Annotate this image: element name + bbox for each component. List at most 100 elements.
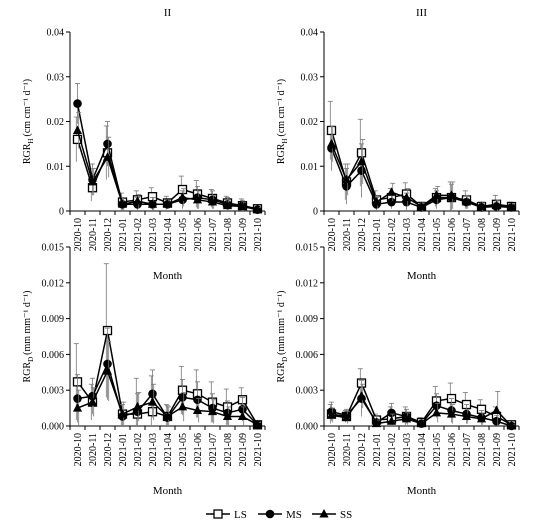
x-tick-label: 2021-09 [238, 433, 249, 466]
series-ss [326, 383, 517, 430]
data-point-ss [446, 409, 457, 418]
series-ms [73, 83, 262, 214]
y-tick-label: 0.000 [42, 422, 65, 433]
x-tick-label: 2021-09 [492, 433, 503, 466]
x-tick-label: 2021-08 [477, 433, 488, 466]
data-point-ms [193, 395, 202, 405]
chart-panel-1: 0 0.01 0.02 0.03 0.04 2020-10 2020-11 2020-12 20… [22, 7, 266, 282]
data-point-ss [117, 409, 128, 418]
data-point-ss [87, 176, 98, 186]
data-point-ss [431, 190, 442, 199]
legend-marker-ls [213, 509, 223, 519]
data-point-ss [431, 407, 442, 417]
data-point-ss [147, 199, 158, 208]
x-tick-label: 2021-08 [477, 218, 488, 251]
x-tick-label: 2021-09 [238, 218, 249, 251]
y-tick-label: 0.003 [42, 386, 65, 397]
x-tick-label: 2021-06 [193, 218, 204, 251]
data-point-ms [103, 139, 112, 149]
x-tick-label: 2021-04 [163, 218, 174, 251]
y-tick-label: 0.03 [47, 72, 65, 83]
data-point-ss [192, 194, 203, 204]
data-point-ms [492, 416, 501, 426]
data-point-ss [386, 416, 397, 425]
x-tick-label: 2021-10 [253, 218, 264, 251]
x-tick-label: 2021-03 [148, 433, 159, 466]
data-point-ss [72, 125, 83, 134]
series-ls [326, 100, 517, 212]
x-tick-label: 2020-11 [342, 433, 353, 466]
data-point-ss [237, 201, 248, 211]
x-tick-label: 2021-04 [417, 433, 428, 466]
data-point-ss [326, 410, 337, 419]
chart-panel-3: 0.000 0.003 0.006 0.009 0.012 0.015 2020-10 202… [22, 243, 266, 497]
data-point-ss [252, 204, 263, 214]
data-point-ss [192, 405, 203, 414]
data-point-ss [162, 199, 173, 208]
data-point-ss [401, 413, 412, 423]
data-point-ss [147, 397, 158, 406]
data-point-ss [207, 406, 218, 416]
data-point-ss [416, 418, 427, 428]
x-tick-label: 2021-10 [507, 218, 518, 251]
legend-label-ss: SS [340, 509, 352, 521]
x-tick-label: 2021-02 [133, 433, 144, 466]
x-axis-label: Month [407, 270, 437, 282]
data-point-ss [476, 413, 487, 423]
panel-title: II [164, 7, 172, 19]
x-tick-label: 2020-11 [342, 218, 353, 251]
data-point-ms [178, 393, 187, 402]
x-tick-label: 2021-05 [432, 433, 443, 466]
x-tick-label: 2021-05 [432, 218, 443, 251]
y-axis-label: RGRH(cm cm⁻¹ d⁻¹) [22, 79, 35, 164]
y-tick-label: 0.015 [42, 243, 65, 254]
y-tick-label: 0.012 [42, 278, 65, 289]
data-point-ss [102, 152, 113, 161]
x-tick-label: 2021-06 [447, 218, 458, 251]
data-point-ms [103, 359, 112, 369]
data-point-ss [356, 156, 367, 166]
x-tick-label: 2021-01 [372, 433, 383, 466]
legend-marker-ms [265, 509, 275, 519]
data-point-ss [132, 401, 143, 411]
y-tick-label: 0.012 [296, 278, 319, 289]
data-point-ss [222, 411, 233, 420]
x-tick-label: 2021-07 [208, 218, 219, 251]
x-tick-label: 2021-08 [223, 433, 234, 466]
y-tick-label: 0.006 [42, 350, 65, 361]
x-axis-label: Month [153, 270, 183, 282]
x-tick-label: 2021-05 [178, 433, 189, 466]
x-axis-label: Month [407, 485, 437, 497]
x-tick-label: 2021-10 [507, 433, 518, 466]
data-point-ss [491, 200, 502, 210]
x-tick-label: 2020-10 [327, 218, 338, 251]
y-tick-label: 0.02 [47, 117, 65, 128]
y-tick-label: 0.009 [42, 314, 65, 325]
data-point-ss [222, 200, 233, 210]
x-tick-label: 2021-02 [133, 218, 144, 251]
series-ls [72, 116, 263, 214]
x-tick-label: 2021-07 [462, 433, 473, 466]
y-tick-label: 0.02 [301, 117, 319, 128]
x-tick-label: 2021-06 [193, 433, 204, 466]
legend-label-ls: LS [234, 509, 247, 521]
y-tick-label: 0.003 [296, 386, 319, 397]
x-tick-label: 2021-03 [148, 218, 159, 251]
y-tick-label: 0 [313, 207, 318, 218]
x-tick-label: 2021-09 [492, 218, 503, 251]
data-point-ss [461, 411, 472, 420]
y-tick-label: 0.03 [301, 72, 319, 83]
x-tick-label: 2020-11 [88, 433, 99, 466]
x-tick-label: 2021-02 [387, 433, 398, 466]
data-point-ss [506, 202, 517, 211]
x-tick-label: 2021-03 [402, 218, 413, 251]
series-ls [72, 263, 263, 430]
x-tick-label: 2021-08 [223, 218, 234, 251]
y-tick-label: 0 [59, 207, 64, 218]
x-tick-label: 2020-11 [88, 218, 99, 251]
x-tick-label: 2020-12 [357, 433, 368, 466]
x-tick-label: 2020-10 [73, 218, 84, 251]
x-tick-label: 2021-04 [417, 218, 428, 251]
data-point-ss [356, 391, 367, 400]
data-point-ms [73, 394, 82, 403]
